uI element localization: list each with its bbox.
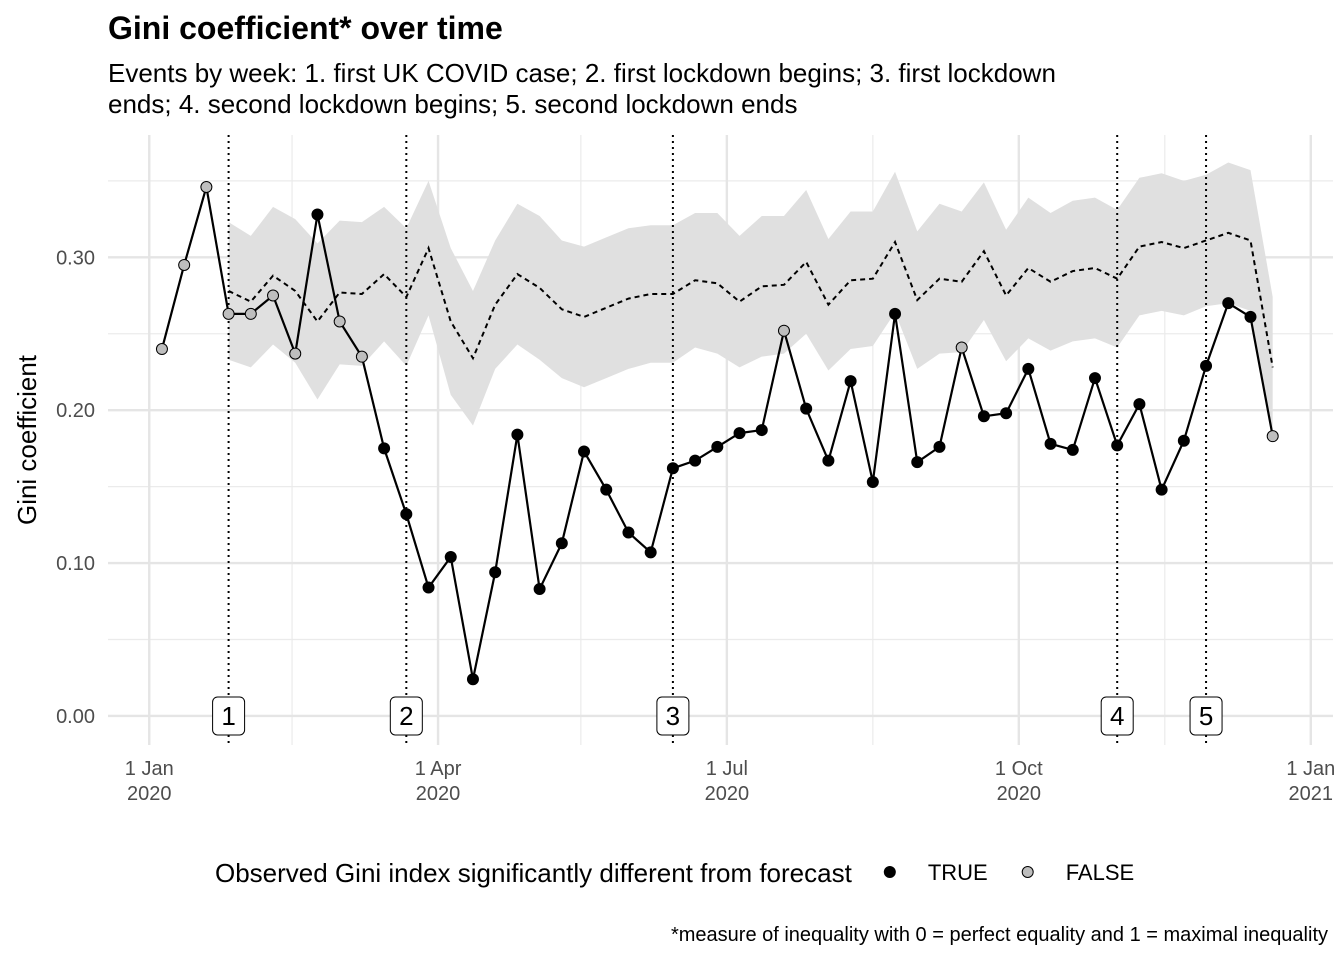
data-point [644, 546, 657, 559]
y-tick-label: 0.20 [56, 400, 95, 422]
forecast-band [228, 162, 1273, 438]
event-box [656, 696, 690, 736]
data-point [977, 410, 990, 423]
data-point [378, 442, 391, 455]
x-tick-label: 1 Jan 2020 [125, 758, 174, 805]
x-tick-label: 1 Oct 2020 [995, 758, 1043, 805]
x-tick-label: 1 Jan 2021 [1286, 758, 1335, 805]
event-label: 3 [666, 701, 680, 731]
data-point [1177, 434, 1190, 447]
data-point [866, 476, 879, 489]
data-point [355, 350, 368, 363]
data-point [533, 583, 546, 596]
y-tick-label: 0.00 [56, 706, 95, 728]
data-point [600, 483, 613, 496]
data-point [1022, 362, 1035, 375]
event-box [1189, 696, 1223, 736]
data-point [555, 537, 568, 550]
event-label: 2 [399, 701, 413, 731]
data-point [444, 550, 457, 563]
data-point [955, 341, 968, 354]
data-point [489, 566, 502, 579]
data-point [1133, 398, 1146, 411]
data-point [178, 258, 191, 271]
data-point [933, 440, 946, 453]
chart-title: Gini coefficient* over time [108, 10, 503, 46]
legend-label: FALSE [1066, 860, 1134, 885]
data-point [222, 307, 235, 320]
data-point [1155, 483, 1168, 496]
data-point [400, 508, 413, 521]
legend-title: Observed Gini index significantly differ… [215, 858, 853, 888]
caption: *measure of inequality with 0 = perfect … [671, 924, 1328, 946]
data-point [844, 375, 857, 388]
data-point [755, 424, 768, 437]
legend-marker [883, 866, 896, 878]
data-point [622, 526, 635, 539]
data-point [1088, 372, 1101, 385]
data-point [1044, 437, 1057, 450]
event-box [389, 696, 423, 736]
data-point [666, 462, 679, 475]
legend-label: TRUE [928, 860, 988, 885]
data-point [1200, 359, 1213, 372]
data-point [422, 581, 435, 594]
event-label: 1 [221, 701, 235, 731]
data-point [800, 402, 813, 415]
data-point [578, 445, 591, 458]
data-point [311, 208, 324, 221]
y-axis-title: Gini coefficient [12, 354, 42, 525]
data-point [911, 456, 924, 469]
data-point [689, 454, 702, 467]
data-point [1266, 430, 1279, 443]
legend-marker [1021, 866, 1034, 878]
data-point [711, 440, 724, 453]
x-tick-label: 1 Jul 2020 [705, 758, 750, 805]
data-point [333, 315, 346, 328]
data-point [1000, 407, 1013, 420]
y-tick-label: 0.30 [56, 247, 95, 269]
event-label: 5 [1199, 701, 1213, 731]
data-point [155, 343, 168, 356]
data-point [511, 428, 524, 441]
data-point [777, 324, 790, 337]
data-point [267, 289, 280, 302]
data-point [244, 307, 257, 320]
data-point [1111, 439, 1124, 452]
data-point [822, 454, 835, 467]
forecast-line [228, 231, 1274, 368]
chart-subtitle: Events by week: 1. first UK COVID case; … [108, 58, 1056, 119]
data-point [1222, 297, 1235, 310]
event-label: 4 [1110, 701, 1124, 731]
data-point [466, 673, 479, 686]
event-box [212, 696, 246, 736]
data-point [889, 307, 902, 320]
data-point [289, 347, 302, 360]
data-point [733, 427, 746, 440]
data-point [1066, 443, 1079, 456]
x-tick-label: 1 Apr 2020 [415, 758, 462, 805]
data-point [200, 180, 213, 193]
y-tick-label: 0.10 [56, 553, 95, 575]
data-point [1244, 310, 1257, 323]
event-box [1100, 696, 1134, 736]
